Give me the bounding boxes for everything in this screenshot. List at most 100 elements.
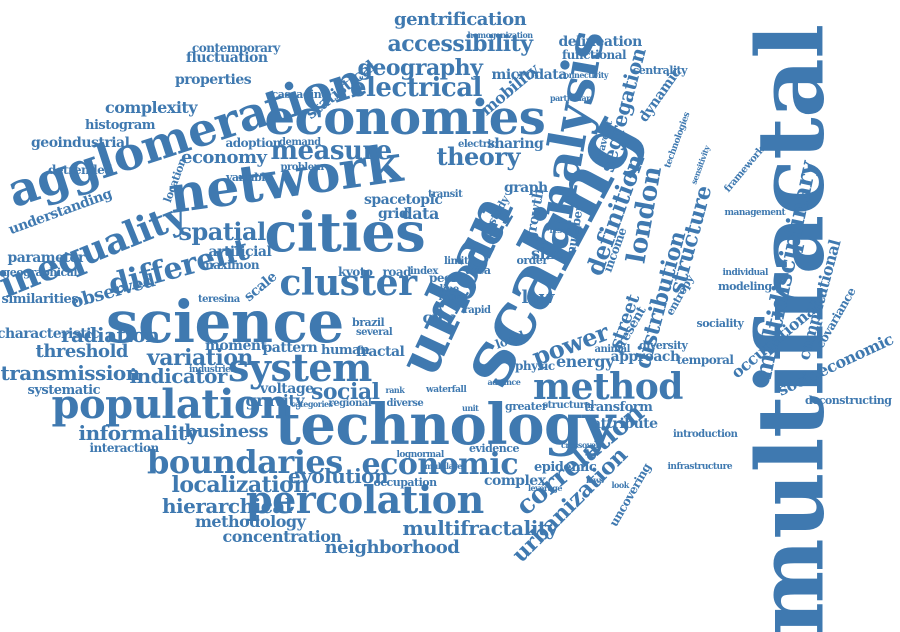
word-data: data (401, 204, 440, 223)
word-complex: complex (484, 473, 546, 489)
word-energy: energy (556, 352, 614, 371)
word-boundaries: boundaries (147, 443, 343, 481)
word-gentrification: gentrification (394, 9, 527, 30)
word-cluster: cluster (279, 262, 418, 304)
word-advance: advance (487, 377, 521, 387)
word-system: system (228, 345, 372, 390)
word-artificial: artificial (208, 244, 272, 260)
word-epidemic: epidemic (534, 459, 597, 475)
word-evolution: evolution (288, 464, 389, 488)
word-neighborhood: neighborhood (324, 537, 460, 558)
word-moment: moment (205, 338, 267, 354)
word-geoindustrial: geoindustrial (31, 135, 130, 151)
word-individual: individual (722, 267, 769, 278)
word-area: area (465, 263, 492, 277)
word-lognormal: lognormal (396, 449, 445, 460)
word-transform: transform (584, 399, 653, 415)
word-industries: industries (189, 364, 235, 375)
word-properties: properties (175, 72, 252, 88)
word-human: human (321, 342, 370, 358)
word-rapid: rapid (463, 305, 492, 316)
word-parameter: parameter (7, 250, 86, 266)
word-hierarchical: hierarchical (162, 494, 292, 518)
word-unit: unit (462, 403, 479, 413)
word-concentration: concentration (222, 527, 343, 546)
word-leverage: leverage (528, 483, 562, 493)
word-temporal: temporal (676, 353, 734, 367)
word-cities: cities (264, 200, 426, 264)
word-crossover: crossover (561, 440, 600, 450)
word-homogenization: homogenization (467, 30, 534, 40)
word-complexity: complexity (105, 98, 198, 117)
word-space: space (364, 192, 406, 208)
word-animal: animal (594, 344, 631, 355)
word-social: social (311, 379, 380, 405)
word-radiation: radiation (61, 323, 160, 347)
word-gravity: gravity (245, 391, 305, 410)
word-variation: variation (147, 345, 253, 371)
word-accessibility: accessibility (387, 31, 534, 57)
word-index: index (410, 266, 438, 277)
word-diverse: diverse (386, 398, 424, 409)
word-technologies: technologies (663, 110, 693, 169)
word-size: size (531, 244, 564, 263)
word-multifractality: multifractality (402, 516, 559, 540)
word-grid: grid (378, 206, 409, 222)
word-functional: functional (562, 48, 627, 62)
word-evidence: evidence (469, 441, 519, 455)
word-business: business (184, 421, 269, 442)
word-regional: regional (328, 398, 372, 409)
word-sensitivity: sensitivity (688, 144, 712, 186)
word-transit: transit (428, 189, 463, 200)
word-variable: variable (226, 170, 272, 184)
word-approach: approach (610, 349, 681, 365)
word-sharing: sharing (487, 136, 544, 152)
word-attribute: attribute (592, 416, 658, 432)
word-law: law (521, 287, 555, 308)
word-interaction: interaction (89, 441, 160, 455)
word-economies: economies (264, 90, 546, 146)
word-demand: demand (279, 137, 321, 148)
word-electrical: electrical (350, 73, 482, 103)
word-laws: laws (586, 475, 604, 485)
word-delineation: delineation (558, 34, 643, 50)
word-percolation: percolation (246, 477, 484, 522)
word-look: look (611, 480, 630, 490)
word-physic: physic (515, 359, 555, 373)
word-voltage: voltage (260, 381, 314, 397)
word-introduction: introduction (673, 429, 738, 440)
word-particular: particular (550, 93, 590, 103)
word-electric: electric (458, 139, 497, 150)
word-adoption: adoption (225, 136, 282, 150)
word-order: order (516, 253, 549, 267)
word-systematic: systematic (27, 382, 101, 398)
word-spatial: spatial (178, 217, 267, 246)
word-similarities: similarities (1, 291, 79, 307)
word-maximon: maximon (201, 258, 260, 272)
word-geography: geography (357, 55, 483, 81)
word-fluctuation: fluctuation (186, 50, 268, 66)
word-centrality: centrality (632, 63, 688, 77)
word-connectivity: connectivity (559, 70, 609, 80)
word-topic: topic (405, 192, 443, 208)
word-method: method (533, 366, 683, 408)
word-infrastructure: infrastructure (667, 461, 733, 472)
word-multilayer: multilayer (424, 461, 467, 471)
word-measure: measure (270, 136, 393, 166)
word-line: line (439, 284, 460, 295)
word-limit: limit (444, 256, 469, 267)
word-more: more (438, 292, 466, 303)
word-detrended: detrended (48, 163, 113, 177)
word-several: several (356, 327, 393, 338)
word-indicator: indicator (129, 364, 228, 388)
word-histogram: histogram (85, 117, 156, 133)
word-greater: greater (505, 399, 548, 413)
word-categories: categories (291, 399, 333, 409)
word-localization: localization (171, 472, 310, 498)
word-modeling: modeling (718, 279, 772, 293)
word-brazil: brazil (352, 315, 385, 329)
word-science: science (106, 288, 344, 356)
word-fractal: fractal (356, 344, 405, 360)
word-diversity: diversity (639, 338, 688, 352)
